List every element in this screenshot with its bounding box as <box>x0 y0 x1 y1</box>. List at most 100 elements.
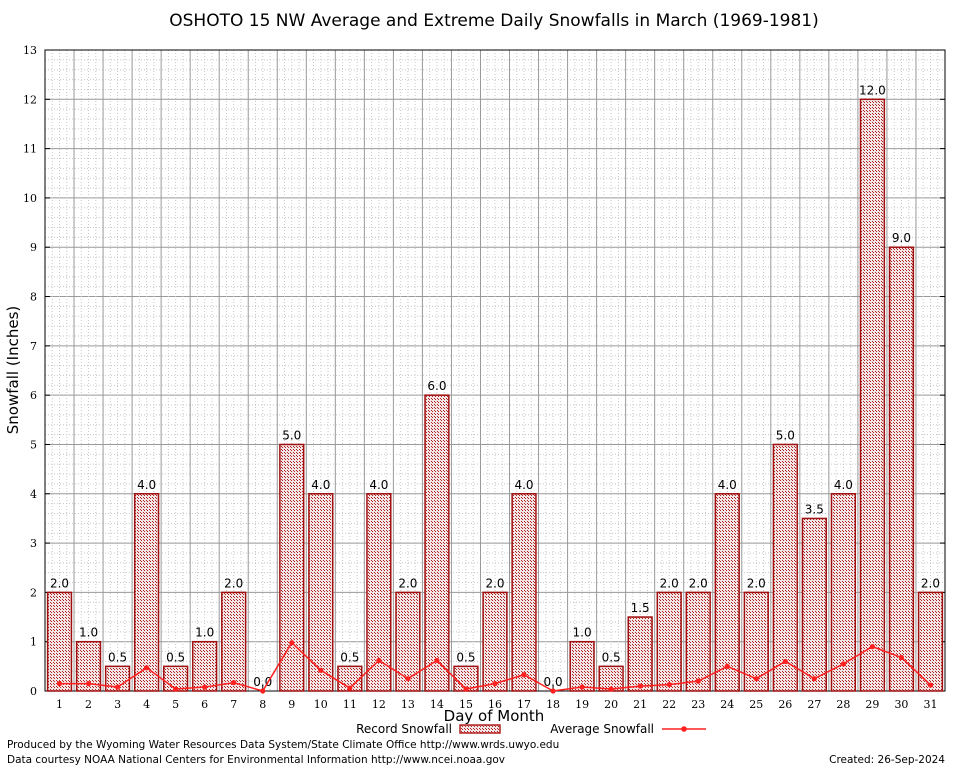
average-point <box>666 681 672 688</box>
legend: Record Snowfall Average Snowfall <box>356 722 706 736</box>
x-tick-label: 21 <box>633 698 647 711</box>
average-point <box>869 644 876 650</box>
footer-created: Created: 26-Sep-2024 <box>829 754 945 766</box>
record-bar <box>221 591 247 692</box>
x-tick-label: 29 <box>865 698 879 711</box>
record-bar <box>308 493 334 692</box>
average-point <box>550 688 556 694</box>
x-tick-label: 28 <box>836 698 850 711</box>
average-point <box>260 688 266 694</box>
average-point <box>782 658 788 665</box>
record-bar <box>366 493 392 692</box>
average-point <box>753 676 759 682</box>
bar-value-label: 3.5 <box>805 502 824 516</box>
x-tick-label: 3 <box>114 698 121 711</box>
y-tick-label: 7 <box>30 340 37 353</box>
average-point <box>608 686 614 692</box>
x-tick-label: 24 <box>720 698 734 711</box>
bar-value-label: 2.0 <box>689 576 708 590</box>
average-point <box>231 680 237 686</box>
x-tick-label: 14 <box>430 698 444 711</box>
bar-value-label: 0.5 <box>166 650 185 664</box>
bar-value-label: 2.0 <box>747 576 766 590</box>
bar-value-label: 1.0 <box>79 626 98 640</box>
record-bar <box>75 640 102 692</box>
x-tick-label: 17 <box>517 698 531 711</box>
y-tick-label: 6 <box>30 389 37 402</box>
average-point <box>898 654 905 661</box>
record-bar <box>743 591 769 692</box>
average-point <box>144 665 150 671</box>
average-point <box>405 676 411 682</box>
record-bar <box>133 493 160 692</box>
x-tick-label: 1 <box>56 698 63 711</box>
average-point <box>114 684 121 690</box>
bar-value-label: 4.0 <box>514 478 533 492</box>
record-bar <box>859 98 886 692</box>
x-tick-label: 7 <box>230 698 237 711</box>
record-bar <box>279 443 305 692</box>
bar-value-label: 0.5 <box>602 650 621 664</box>
average-point <box>637 683 643 689</box>
average-point <box>289 640 295 646</box>
legend-record-swatch <box>459 724 501 734</box>
record-bar <box>830 493 857 692</box>
x-tick-label: 30 <box>894 698 908 711</box>
record-bar <box>685 591 711 692</box>
bar-value-label: 4.0 <box>834 478 853 492</box>
record-bar <box>888 246 915 692</box>
x-tick-label: 31 <box>923 698 937 711</box>
record-bar <box>772 443 798 692</box>
x-tick-label: 10 <box>314 698 328 711</box>
x-tick-label: 6 <box>201 698 208 711</box>
y-tick-label: 0 <box>30 685 37 698</box>
x-tick-label: 27 <box>807 698 821 711</box>
chart-title: OSHOTO 15 NW Average and Extreme Daily S… <box>169 11 819 31</box>
average-point <box>695 678 701 684</box>
y-tick-label: 12 <box>23 93 37 106</box>
x-tick-label: 20 <box>604 698 618 711</box>
legend-record-label: Record Snowfall <box>356 722 452 736</box>
bar-value-label: 0.5 <box>340 650 359 664</box>
bar-value-label: 0.0 <box>544 675 563 689</box>
bar-value-label: 2.0 <box>224 576 243 590</box>
bar-value-label: 6.0 <box>427 379 446 393</box>
record-bar <box>714 493 740 692</box>
x-axis-label: Day of Month <box>444 707 545 725</box>
average-point <box>173 686 179 692</box>
x-tick-label: 16 <box>488 698 502 711</box>
record-bar <box>656 591 682 692</box>
record-bar <box>801 517 828 692</box>
average-point <box>811 676 817 682</box>
average-point <box>492 681 498 687</box>
bar-value-label: 2.0 <box>921 576 940 590</box>
x-tick-label: 12 <box>372 698 386 711</box>
average-point <box>56 681 63 687</box>
record-bar <box>424 394 450 692</box>
average-point <box>927 682 934 688</box>
bar-labels: 2.0 1.0 0.5 4.0 0.5 1.0 2.0 0.0 5.0 4.0 0.5 4.0 2.0 6… <box>50 83 940 689</box>
bar-value-label: 9.0 <box>892 231 911 245</box>
average-point <box>318 667 324 673</box>
x-tick-label: 26 <box>778 698 792 711</box>
bar-value-label: 1.0 <box>195 626 214 640</box>
average-point <box>202 684 208 690</box>
bar-value-label: 0.5 <box>108 650 127 664</box>
record-bar <box>627 616 653 692</box>
average-point <box>724 663 730 669</box>
x-tick-label: 22 <box>662 698 676 711</box>
record-bars <box>46 98 944 692</box>
bar-value-label: 2.0 <box>398 576 417 590</box>
average-point <box>376 657 382 664</box>
record-bar <box>192 640 218 692</box>
bar-value-label: 2.0 <box>660 576 679 590</box>
y-tick-label: 13 <box>23 44 37 57</box>
legend-average-marker <box>681 726 687 732</box>
bar-value-label: 4.0 <box>137 478 156 492</box>
average-point <box>347 685 353 691</box>
bar-value-label: 0.5 <box>456 650 475 664</box>
x-tick-label: 8 <box>259 698 266 711</box>
y-tick-label: 8 <box>30 291 37 304</box>
average-point <box>463 686 469 692</box>
